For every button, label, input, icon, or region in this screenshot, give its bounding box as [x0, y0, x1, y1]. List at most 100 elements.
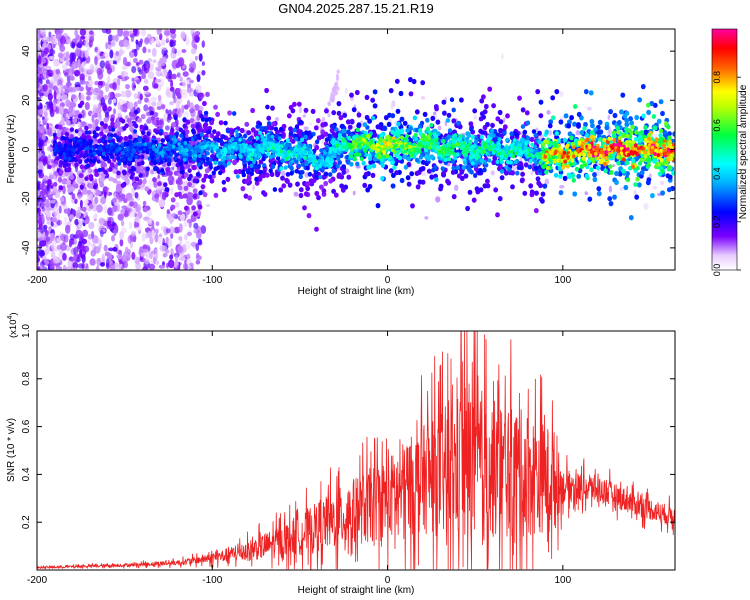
heatmap-cell [470, 135, 475, 140]
heatmap-cell [637, 161, 643, 166]
heatmap-cell [349, 118, 355, 124]
heatmap-cell [44, 110, 48, 118]
heatmap-cell [187, 168, 192, 174]
heatmap-cell [495, 116, 501, 122]
heatmap-cell [125, 115, 129, 120]
heatmap-cell [141, 233, 146, 242]
heatmap-cell [547, 123, 553, 129]
heatmap-cell [37, 198, 45, 203]
heatmap-cell [559, 116, 565, 121]
heatmap-cell [371, 163, 377, 169]
heatmap-cell [88, 39, 93, 48]
heatmap-cell [327, 133, 332, 139]
heatmap-cell [37, 29, 41, 37]
heatmap-cell [43, 118, 48, 123]
heatmap-cell [270, 164, 276, 170]
heatmap-cell [55, 68, 61, 75]
heatmap-cell [533, 208, 539, 214]
heatmap-cell [327, 113, 331, 118]
heatmap-cell [192, 165, 197, 171]
heatmap-cell [190, 123, 196, 129]
heatmap-cell [144, 97, 149, 103]
heatmap-cell [117, 29, 124, 37]
heatmap-cell [288, 131, 294, 137]
heatmap-cell [193, 228, 200, 234]
heatmap-cell [502, 130, 507, 136]
heatmap-cell [335, 163, 340, 169]
heatmap-cell [69, 174, 75, 180]
heatmap-cell [64, 88, 70, 94]
heatmap-cell [643, 202, 649, 210]
heatmap-cell [179, 165, 185, 171]
heatmap-cell [192, 188, 198, 194]
heatmap-cell [314, 174, 319, 180]
heatmap-cell [94, 196, 99, 204]
heatmap-cell [450, 169, 456, 175]
heatmap-cell [51, 77, 55, 82]
heatmap-cell [495, 212, 500, 218]
heatmap-cell [57, 176, 63, 183]
heatmap-cell [201, 70, 206, 76]
heatmap-cell [150, 169, 155, 175]
heatmap-cell [666, 124, 671, 130]
heatmap-cell [37, 81, 40, 89]
heatmap-cell [183, 185, 189, 191]
heatmap-cell [433, 104, 439, 110]
heatmap-cell [554, 134, 559, 140]
heatmap-cell [69, 134, 74, 139]
heatmap-cell [44, 229, 49, 237]
heatmap-cell [258, 169, 263, 175]
heatmap-cell [519, 178, 525, 184]
heatmap-cell [576, 173, 582, 179]
heatmap-cell [331, 124, 337, 130]
heatmap-cell [233, 169, 239, 175]
heatmap-cell [58, 84, 62, 93]
heatmap-cell [175, 179, 181, 185]
heatmap-cell [107, 216, 114, 224]
heatmap-cell [105, 42, 109, 50]
heatmap-cell [266, 121, 272, 126]
heatmap-cell [435, 119, 441, 125]
heatmap-cell [569, 135, 574, 141]
heatmap-cell [608, 201, 614, 207]
heatmap-cell [51, 242, 57, 252]
heatmap-cell [637, 182, 642, 188]
heatmap-cell [367, 118, 372, 124]
heatmap-cell [380, 163, 385, 169]
heatmap-cell [85, 95, 91, 101]
heatmap-cell [109, 49, 114, 59]
heatmap-cell [140, 154, 145, 160]
heatmap-cell [183, 104, 189, 110]
heatmap-cell [184, 234, 188, 241]
heatmap-cell [295, 181, 300, 187]
heatmap-cell [660, 180, 665, 186]
heatmap-cell [56, 93, 62, 100]
heatmap-cell [136, 161, 142, 167]
heatmap-cell [184, 240, 191, 250]
heatmap-cell [463, 173, 469, 179]
heatmap-cell [50, 35, 55, 45]
heatmap-cell [370, 172, 376, 178]
heatmap-cell [98, 217, 105, 225]
heatmap-cell [169, 29, 176, 34]
heatmap-cell [641, 113, 646, 119]
heatmap-cell [198, 92, 204, 98]
heatmap-cell [334, 83, 338, 88]
heatmap-cell [447, 128, 453, 134]
heatmap-cell [209, 178, 215, 184]
heatmap-cell [88, 203, 94, 209]
heatmap-cell [147, 230, 152, 238]
heatmap-cell [446, 134, 452, 140]
heatmap-cell [298, 187, 304, 193]
heatmap-cell [42, 132, 46, 141]
heatmap-cell [424, 216, 429, 220]
heatmap-cell [213, 192, 219, 198]
heatmap-cell [63, 85, 68, 90]
heatmap-cell [66, 167, 72, 173]
heatmap-cell [82, 245, 90, 253]
heatmap-cell [88, 75, 92, 81]
heatmap-cell [50, 221, 54, 227]
heatmap-cell [41, 241, 47, 247]
heatmap-cell [103, 244, 108, 252]
heatmap-cell [79, 100, 85, 106]
